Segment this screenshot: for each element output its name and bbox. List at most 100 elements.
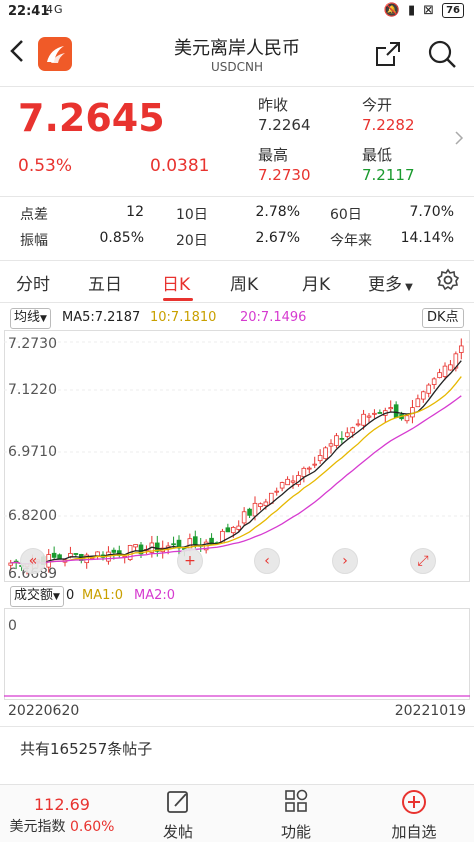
- ma10-value: 10:7.1810: [150, 310, 217, 325]
- tab-weekly-k[interactable]: 周K: [230, 275, 259, 295]
- add-to-watchlist-button[interactable]: 加自选: [364, 789, 464, 842]
- chevron-right-icon: [455, 131, 464, 145]
- stat-value: 0.85%: [99, 230, 144, 246]
- ma5-value: MA5:7.2187: [62, 310, 141, 325]
- y-tick-label: 7.2730: [8, 336, 57, 352]
- stats-panel: 点差 12 10日 2.78% 60日 7.70% 振幅 0.85% 20日 2…: [0, 200, 474, 256]
- page-subtitle: USDCNH: [210, 60, 264, 74]
- tab-daily-k[interactable]: 日K: [162, 275, 191, 295]
- chevron-left-icon: ‹: [264, 553, 270, 569]
- stat-label: 振幅: [20, 233, 48, 249]
- volume-indicator-selector[interactable]: 成交额▼: [10, 586, 64, 607]
- candle-body: [361, 413, 366, 426]
- quote-panel: 7.2645 0.53% 0.0381 昨收 7.2264 今开 7.2282 …: [0, 88, 474, 194]
- candle-body: [51, 552, 57, 558]
- search-button[interactable]: [426, 38, 458, 70]
- bottom-bar: 112.69 美元指数 0.60% 发帖 功能 加自选: [0, 784, 474, 842]
- tab-intraday[interactable]: 分时: [16, 275, 50, 295]
- header: 美元离岸人民币 USDCNH: [0, 26, 474, 84]
- candle-body: [171, 543, 176, 546]
- low-label: 最低: [362, 146, 393, 164]
- volume-axis-label: 0: [8, 618, 17, 634]
- candle-body: [328, 443, 334, 447]
- page-title: 美元离岸人民币: [174, 38, 300, 59]
- candle-body: [209, 537, 214, 545]
- indicator-selector[interactable]: 均线▼: [10, 308, 51, 329]
- fullscreen-button[interactable]: ⤢: [410, 548, 436, 574]
- stat-value: 12: [126, 204, 144, 220]
- status-icons: 🔕 ▮ ⊠ 76: [384, 3, 464, 18]
- tab-more[interactable]: 更多 ▼: [368, 270, 413, 295]
- network-indicator: 4G: [46, 3, 64, 16]
- candle-body: [366, 415, 372, 418]
- candle-body: [312, 463, 318, 466]
- start-date: 20220620: [8, 703, 80, 719]
- caret-down-icon: ▼: [40, 314, 47, 324]
- candle-body: [448, 364, 453, 371]
- open-label: 今开: [362, 96, 393, 114]
- x-icon: ⊠: [423, 3, 435, 18]
- functions-button[interactable]: 功能: [246, 789, 346, 842]
- candle-body: [458, 345, 464, 353]
- candle-body: [301, 467, 307, 478]
- divider: [0, 260, 474, 261]
- usd-index-value: 112.69: [34, 795, 90, 814]
- candlestick-chart[interactable]: 7.2730 7.1220 6.9710 6.8200 6.6689: [4, 330, 470, 582]
- divider: [0, 302, 474, 303]
- change-amount: 0.0381: [150, 156, 210, 176]
- chevron-right-icon: ›: [342, 553, 348, 569]
- y-tick-label: 6.6689: [8, 566, 57, 582]
- post-label: 发帖: [162, 823, 193, 841]
- chart-settings-button[interactable]: [436, 268, 460, 292]
- candle-body: [241, 511, 247, 524]
- y-tick-label: 7.1220: [8, 382, 57, 398]
- zoom-in-button[interactable]: +: [177, 548, 203, 574]
- stat-label: 60日: [330, 207, 362, 223]
- ma20-value: 20:7.1496: [240, 310, 307, 325]
- tab-five-day[interactable]: 五日: [88, 275, 122, 295]
- post-button[interactable]: 发帖: [128, 789, 228, 842]
- candle-body: [274, 490, 280, 493]
- volume-selector-label: 成交额: [14, 588, 54, 603]
- dk-points-button[interactable]: DK点: [422, 308, 464, 328]
- expand-quote-button[interactable]: [454, 130, 464, 151]
- candle-body: [404, 415, 410, 422]
- vibrate-icon: ▮: [408, 3, 416, 18]
- scroll-right-button[interactable]: ›: [332, 548, 358, 574]
- candle-body: [431, 378, 437, 385]
- divider: [0, 86, 474, 87]
- usd-index-pct: 0.60%: [69, 819, 115, 835]
- status-time: 22:41: [8, 4, 50, 19]
- end-date: 20221019: [394, 703, 466, 719]
- ma10-line: [10, 376, 462, 565]
- back-button[interactable]: [8, 36, 36, 72]
- share-icon: [376, 42, 400, 66]
- posts-count-link[interactable]: 共有165257条帖子: [20, 740, 153, 758]
- grid-icon: [285, 789, 308, 812]
- divider: [0, 196, 474, 197]
- volume-ma2: MA2:0: [134, 588, 176, 603]
- share-button[interactable]: [372, 38, 404, 70]
- tab-monthly-k[interactable]: 月K: [302, 275, 331, 295]
- candle-body: [111, 549, 117, 553]
- ma20-line: [10, 395, 462, 565]
- gear-icon: [436, 268, 460, 291]
- volume-chart[interactable]: 0: [4, 608, 470, 700]
- candle-body: [138, 544, 144, 555]
- stat-label: 10日: [176, 207, 208, 223]
- stat-label: 点差: [20, 207, 48, 223]
- scroll-left-button[interactable]: ‹: [254, 548, 280, 574]
- scroll-left-fast-button[interactable]: «: [20, 548, 46, 574]
- stat-label: 今年来: [330, 233, 372, 249]
- candle-body: [230, 526, 236, 534]
- candle-body: [57, 554, 62, 560]
- expand-icon: ⤢: [417, 553, 429, 569]
- candle-body: [73, 553, 79, 555]
- candle-body: [350, 427, 356, 433]
- current-price: 7.2645: [18, 96, 165, 140]
- usd-index-ticker[interactable]: 112.69 美元指数 0.60%: [4, 795, 120, 836]
- stat-value: 2.67%: [255, 230, 300, 246]
- stat-value: 14.14%: [400, 230, 454, 246]
- candle-body: [306, 467, 312, 470]
- candle-body: [388, 407, 394, 410]
